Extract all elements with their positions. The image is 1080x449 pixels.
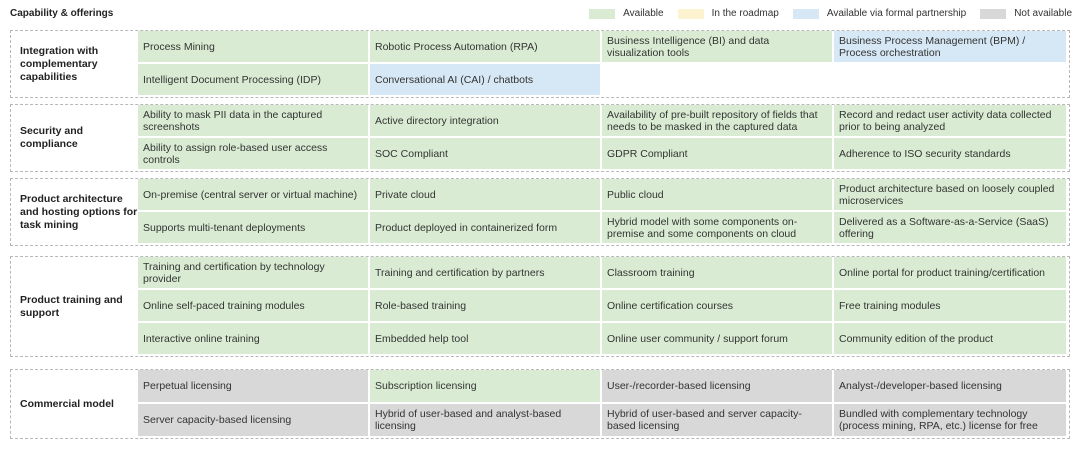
capability-cell: Hybrid of user-based and server capacity… <box>602 404 834 438</box>
section-training: Product training and support Training and… <box>10 256 1070 357</box>
section-grid: Perpetual licensing Subscription licensin… <box>138 370 1069 438</box>
capability-cell: Subscription licensing <box>370 370 602 404</box>
capability-cell: Product deployed in containerized form <box>370 212 602 245</box>
capability-cell: Server capacity-based licensing <box>138 404 370 438</box>
capability-cell: Hybrid of user-based and analyst-based l… <box>370 404 602 438</box>
capability-cell <box>834 64 1066 97</box>
section-architecture: Product architecture and hosting options… <box>10 178 1070 246</box>
section-security: Security and compliance Ability to mask P… <box>10 104 1070 172</box>
section-grid: Training and certification by technology… <box>138 257 1069 356</box>
capability-cell: Analyst-/developer-based licensing <box>834 370 1066 404</box>
legend-swatch-not-available <box>980 8 1007 19</box>
capability-cell: Hybrid model with some components on-pre… <box>602 212 834 245</box>
legend-item-partnership: Available via formal partnership <box>792 8 967 19</box>
capability-cell: Training and certification by partners <box>370 257 602 290</box>
section-grid: On-premise (central server or virtual ma… <box>138 179 1069 245</box>
capability-cell: Training and certification by technology… <box>138 257 370 290</box>
capability-cell: Delivered as a Software-as-a-Service (Sa… <box>834 212 1066 245</box>
section-label: Commercial model <box>20 397 114 410</box>
legend-swatch-partnership <box>792 8 819 19</box>
section-grid: Process Mining Robotic Process Automation… <box>138 31 1069 97</box>
capability-cell: Online user community / support forum <box>602 323 834 356</box>
capability-cell: Public cloud <box>602 179 834 212</box>
capability-cell: Bundled with complementary technology (p… <box>834 404 1066 438</box>
capability-cell: Classroom training <box>602 257 834 290</box>
capability-cell: Ability to assign role-based user access… <box>138 138 370 171</box>
legend-swatch-available <box>589 8 616 19</box>
section-label: Product training and support <box>20 293 123 319</box>
capability-cell: Active directory integration <box>370 105 602 138</box>
section-label: Integration with complementary capabilit… <box>20 44 99 83</box>
legend-item-available: Available <box>589 8 664 19</box>
section-label: Security and compliance <box>20 125 84 150</box>
capability-cell: Robotic Process Automation (RPA) <box>370 31 602 64</box>
capability-cell: Adherence to ISO security standards <box>834 138 1066 171</box>
capability-cell: Record and redact user activity data col… <box>834 105 1066 138</box>
capability-cell: Business Intelligence (BI) and data visu… <box>602 31 834 64</box>
section-label: Product architecture and hosting options… <box>20 192 138 231</box>
capability-cell: On-premise (central server or virtual ma… <box>138 179 370 212</box>
capability-cell: Interactive online training <box>138 323 370 356</box>
capability-cell: Supports multi-tenant deployments <box>138 212 370 245</box>
capability-cell: Free training modules <box>834 290 1066 323</box>
capability-cell: Ability to mask PII data in the captured… <box>138 105 370 138</box>
legend: Available In the roadmap Available via f… <box>575 8 1072 19</box>
page-title: Capability & offerings <box>10 8 114 19</box>
legend-item-roadmap: In the roadmap <box>677 8 779 19</box>
section-grid: Ability to mask PII data in the captured… <box>138 105 1069 171</box>
capability-cell: Private cloud <box>370 179 602 212</box>
legend-label: Not available <box>1014 8 1072 19</box>
legend-label: In the roadmap <box>711 8 779 19</box>
capability-cell: Business Process Management (BPM) / Proc… <box>834 31 1066 64</box>
legend-label: Available via formal partnership <box>826 8 967 19</box>
capability-cell: Perpetual licensing <box>138 370 370 404</box>
legend-label: Available <box>623 8 664 19</box>
capability-cell: Online self-paced training modules <box>138 290 370 323</box>
capability-cell: User-/recorder-based licensing <box>602 370 834 404</box>
capability-cell: Embedded help tool <box>370 323 602 356</box>
legend-swatch-roadmap <box>677 8 704 19</box>
capability-cell: Process Mining <box>138 31 370 64</box>
capability-cell: Intelligent Document Processing (IDP) <box>138 64 370 97</box>
capability-cell: Online certification courses <box>602 290 834 323</box>
capability-cell <box>602 64 834 97</box>
capability-cell: Online portal for product training/certi… <box>834 257 1066 290</box>
capability-cell: GDPR Compliant <box>602 138 834 171</box>
capability-cell: Availability of pre-built repository of … <box>602 105 834 138</box>
capability-cell: Role-based training <box>370 290 602 323</box>
capability-cell: SOC Compliant <box>370 138 602 171</box>
header: Capability & offerings Available In the … <box>0 0 1080 28</box>
section-commercial: Commercial model Perpetual licensing Subsc… <box>10 369 1070 439</box>
legend-item-not-available: Not available <box>980 8 1072 19</box>
capability-cell: Product architecture based on loosely co… <box>834 179 1066 212</box>
capability-cell: Conversational AI (CAI) / chatbots <box>370 64 602 97</box>
section-integration: Integration with complementary capabilit… <box>10 30 1070 98</box>
capability-cell: Community edition of the product <box>834 323 1066 356</box>
